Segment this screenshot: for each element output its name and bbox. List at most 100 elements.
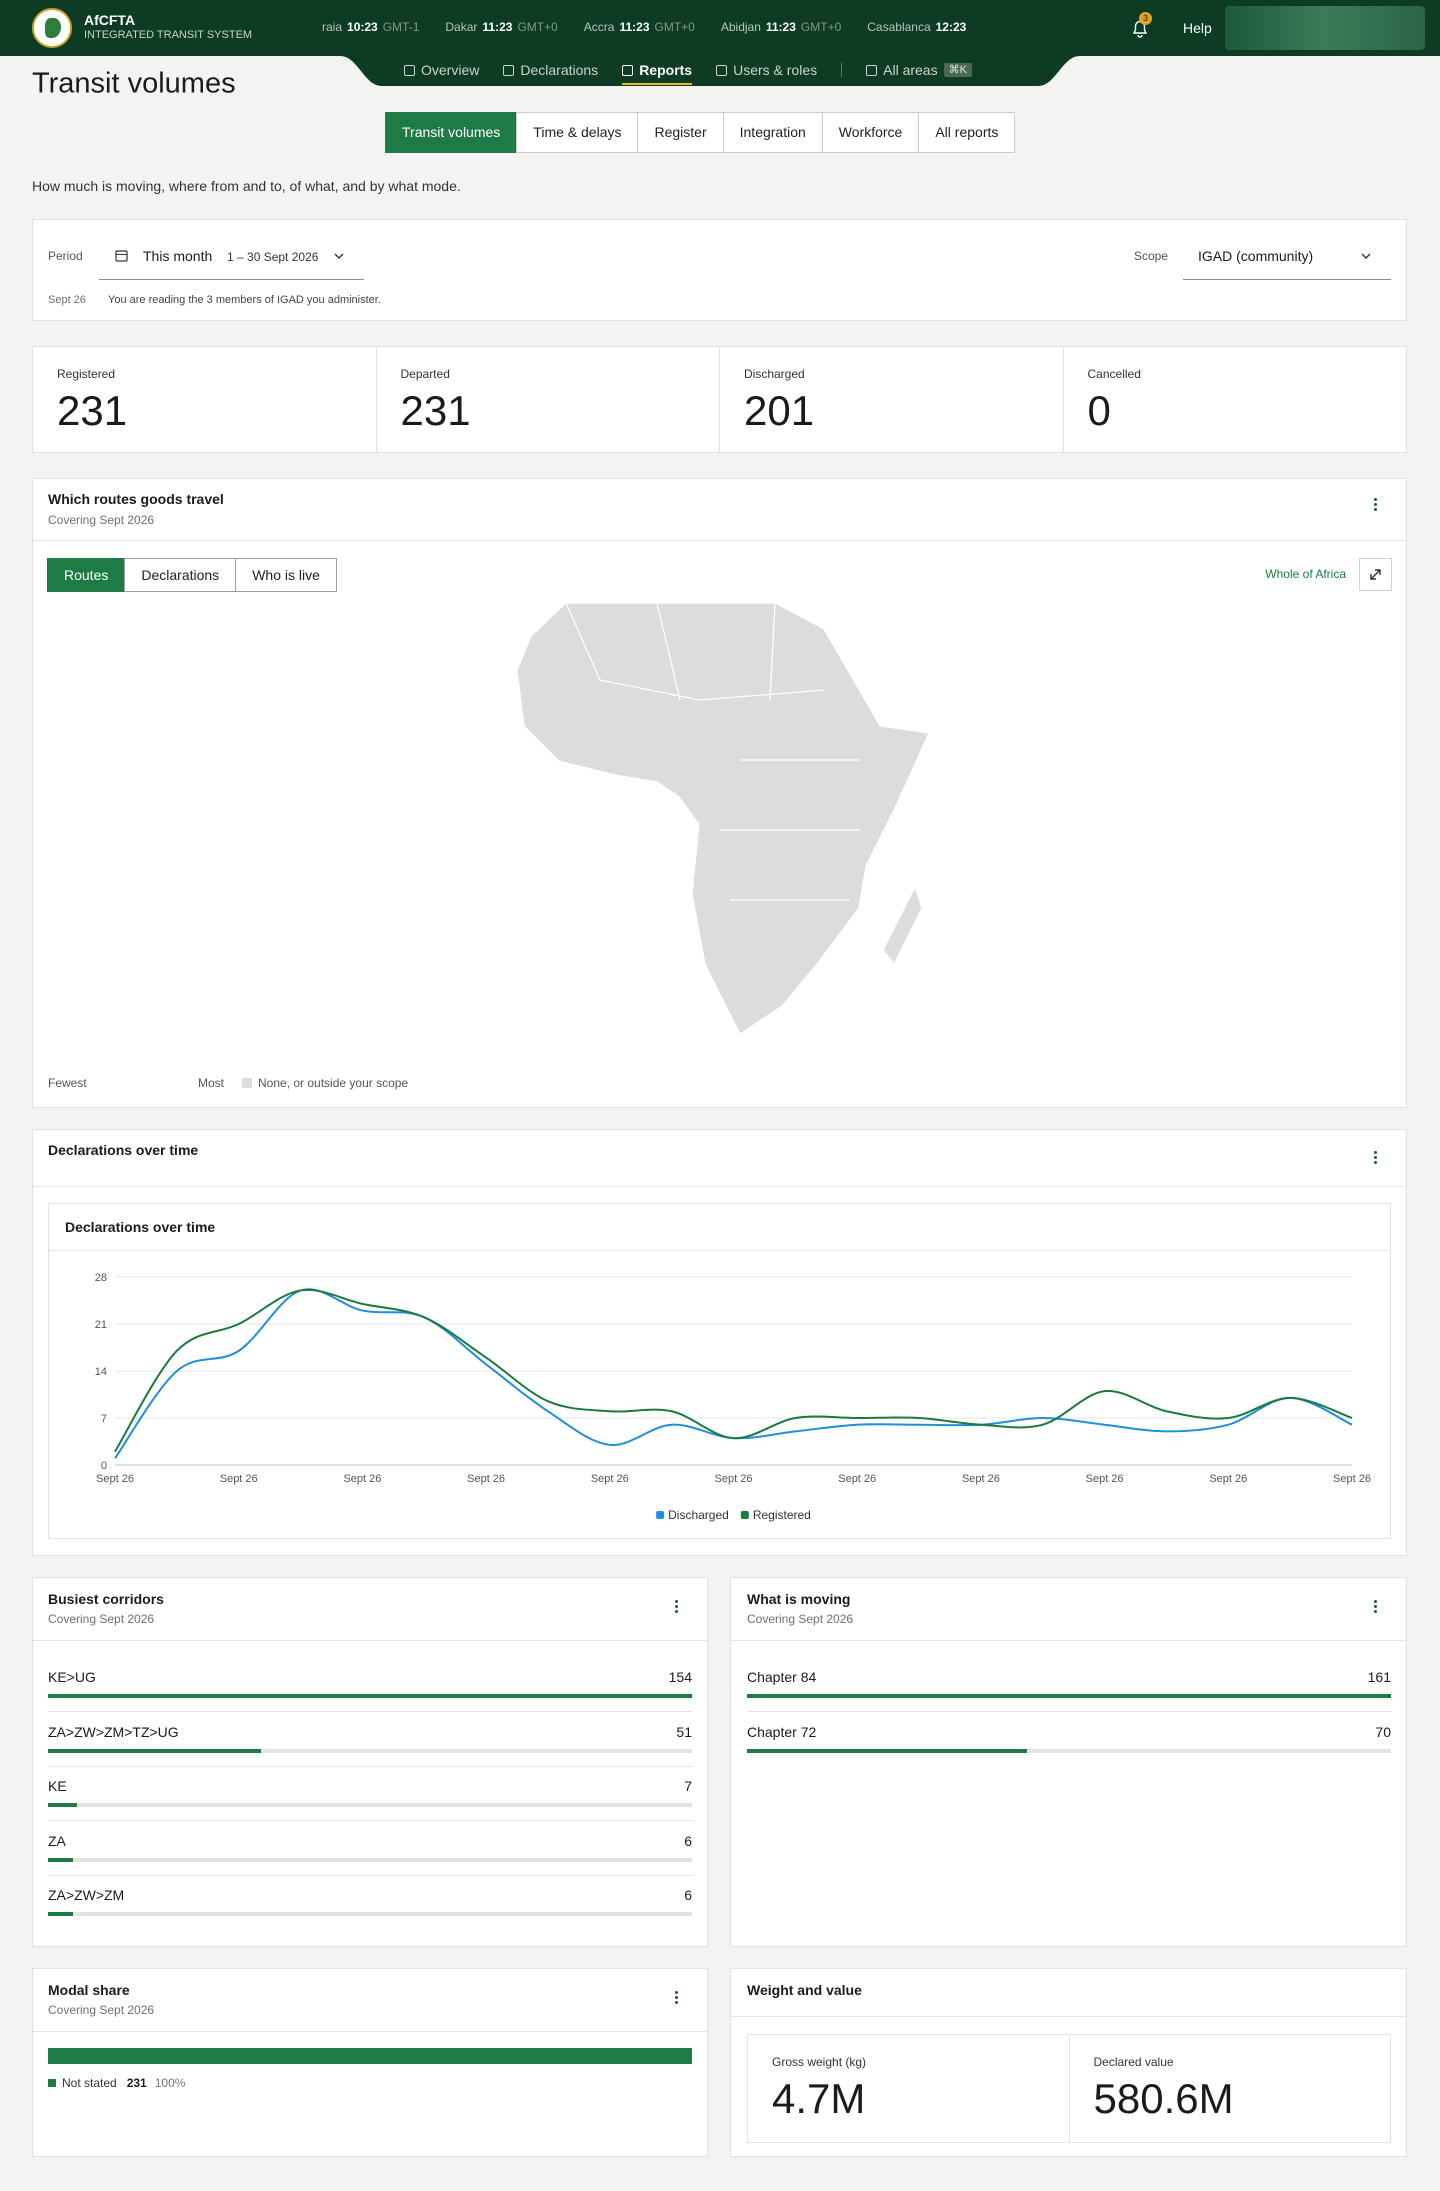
- kpi-value: 201: [744, 387, 815, 434]
- notification-badge: 3: [1139, 12, 1152, 25]
- legend-label: Discharged: [668, 1508, 729, 1522]
- map-subtitle: Covering Sept 2026: [48, 513, 155, 527]
- kpi: Registered 231: [33, 347, 376, 452]
- kpi-value: 231: [400, 387, 471, 434]
- metric-label: Declared value: [1093, 2055, 1174, 2069]
- metric-value: 580.6M: [1093, 2075, 1234, 2122]
- bar-track: [48, 1748, 692, 1753]
- kebab-menu[interactable]: [1374, 1600, 1378, 1615]
- series-line: [114, 1288, 1353, 1459]
- nav-item[interactable]: Overview: [404, 61, 479, 79]
- nav-separator: [841, 63, 843, 77]
- share-swatch: [48, 2079, 56, 2087]
- series-line: [114, 1288, 1353, 1453]
- chevron-shape: [334, 253, 344, 259]
- nav-item[interactable]: Declarations: [503, 61, 598, 79]
- nav-icon: [866, 64, 878, 76]
- calendar-icon: [115, 250, 128, 262]
- corridors-subtitle: Covering Sept 2026: [48, 1612, 155, 1626]
- chart-title: Declarations over time: [65, 1219, 216, 1235]
- period-range: 1 – 30 Sept 2026: [227, 250, 319, 264]
- nav-item[interactable]: Users & roles: [716, 61, 817, 79]
- user-menu[interactable]: [1225, 6, 1425, 50]
- kebab-menu[interactable]: [675, 1600, 679, 1615]
- nav-icon: [404, 64, 415, 76]
- bar: [747, 1694, 1391, 1698]
- row-label: Chapter 72: [747, 1723, 817, 1740]
- divider: [33, 1640, 707, 1641]
- divider: [731, 2016, 1406, 2017]
- bar: [48, 1748, 262, 1753]
- commodities-subtitle: Covering Sept 2026: [747, 1612, 854, 1626]
- legend-none-swatch: [242, 1078, 252, 1088]
- chevron: [334, 253, 344, 259]
- kebab-menu[interactable]: [1374, 1151, 1378, 1166]
- help-link[interactable]: Help: [1183, 20, 1212, 36]
- expand-button[interactable]: [1359, 558, 1392, 591]
- corridors-title: Busiest corridors: [48, 1591, 164, 1607]
- bar-track: [747, 1748, 1391, 1753]
- map-tab[interactable]: Who is live: [235, 558, 337, 592]
- bar-track: [48, 1803, 692, 1807]
- y-tick-label: 7: [101, 1413, 107, 1425]
- kpi-value: 231: [57, 387, 128, 434]
- legend-swatch: [740, 1511, 749, 1519]
- nav-label: Reports: [639, 62, 693, 78]
- nav-tab-shape: [340, 56, 1080, 86]
- x-tick-label: Sept 26: [467, 1473, 505, 1485]
- brand: AfCFTA: [84, 12, 136, 28]
- x-tick-label: Sept 26: [715, 1473, 753, 1485]
- period-underline: [99, 279, 364, 280]
- map-tab[interactable]: Routes: [47, 558, 126, 592]
- period-label: Period: [48, 249, 83, 263]
- divider: [33, 1186, 1406, 1187]
- row-divider: [48, 1874, 692, 1876]
- scope-label: Scope: [1134, 249, 1169, 263]
- legend-low: Fewest: [48, 1076, 87, 1090]
- chevron: [1361, 253, 1371, 259]
- report-tab[interactable]: Transit volumes: [385, 112, 518, 153]
- scope-value[interactable]: IGAD (community): [1198, 248, 1314, 264]
- nav-item[interactable]: All areas ⌘K: [866, 61, 972, 79]
- kebab-menu[interactable]: [675, 1991, 679, 2006]
- report-tab[interactable]: Integration: [722, 112, 823, 153]
- period-value[interactable]: This month: [143, 248, 213, 264]
- logo-map: [45, 18, 61, 38]
- nav-shape: [340, 56, 1080, 86]
- report-tab[interactable]: Workforce: [821, 112, 920, 153]
- bar-track: [48, 1857, 692, 1862]
- clock-zone: GMT-1: [382, 20, 420, 34]
- legend-high: Most: [198, 1076, 225, 1090]
- bar: [48, 1694, 692, 1698]
- x-tick-label: Sept 26: [1209, 1473, 1247, 1485]
- modal-title: Modal share: [48, 1982, 130, 1998]
- clock-time: 10:23: [347, 20, 378, 34]
- clock-zone: GMT+0: [517, 20, 558, 34]
- row-label: Chapter 84: [747, 1669, 817, 1685]
- y-tick-label: 0: [101, 1460, 107, 1472]
- y-tick-label: 28: [95, 1272, 107, 1284]
- row-value: 7: [684, 1778, 692, 1794]
- bar: [48, 1912, 74, 1916]
- x-tick-label: Sept 26: [962, 1473, 1000, 1485]
- borders: [565, 602, 860, 901]
- kebab-menu[interactable]: [1374, 498, 1378, 513]
- clock-city: raia: [322, 20, 343, 34]
- corridors-card: [32, 1577, 708, 1947]
- clock-city: Casablanca: [867, 20, 931, 34]
- nav-underline: [622, 83, 693, 85]
- scope-note: You are reading the 3 members of IGAD yo…: [108, 294, 381, 306]
- expand-icon: [1370, 569, 1381, 580]
- kpi: Discharged 201: [719, 347, 1063, 452]
- calendar-shape: [115, 250, 128, 262]
- report-tab[interactable]: Register: [637, 112, 724, 153]
- report-tab[interactable]: Time & delays: [516, 112, 639, 153]
- page-title: Transit volumes: [32, 67, 236, 100]
- kpi: Cancelled 0: [1062, 347, 1407, 452]
- zoom-link[interactable]: Whole of Africa: [1265, 567, 1346, 581]
- nav-label: Users & roles: [733, 62, 818, 78]
- map-tab[interactable]: Declarations: [124, 558, 237, 592]
- nav-item[interactable]: Reports: [622, 61, 693, 85]
- report-tab[interactable]: All reports: [918, 112, 1016, 153]
